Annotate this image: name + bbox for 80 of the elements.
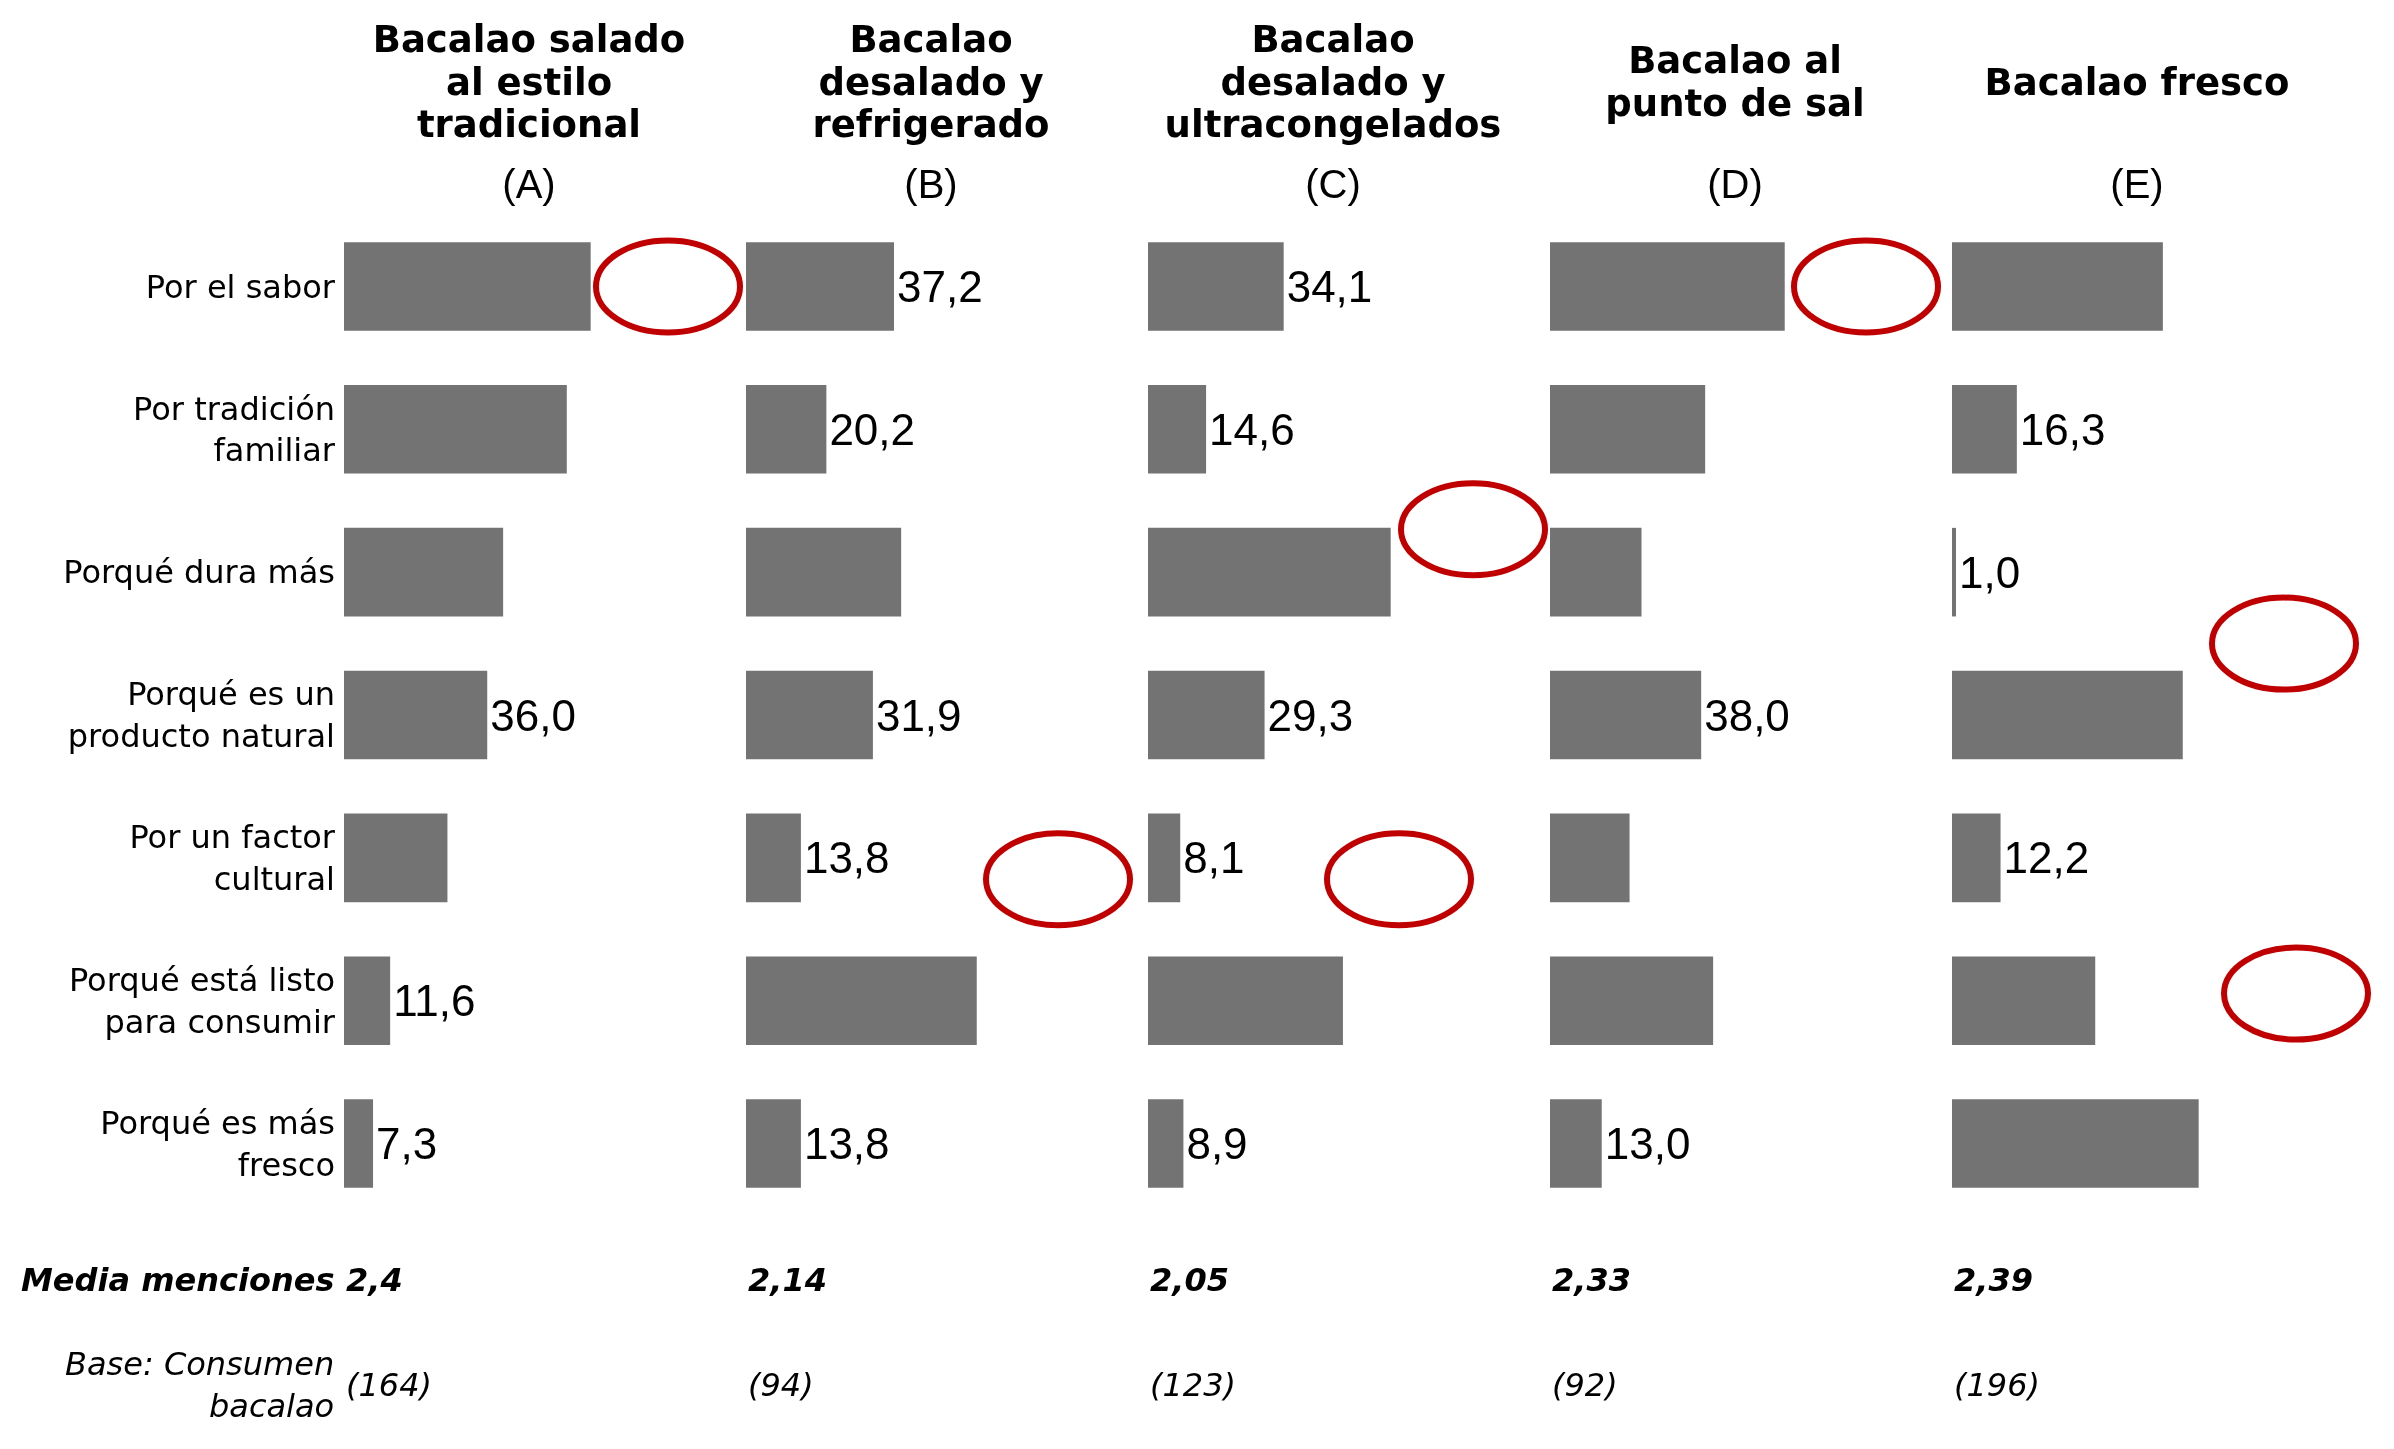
bar	[1952, 527, 1956, 617]
text: (164)	[346, 1366, 433, 1404]
data-label: 1,0	[1958, 547, 2021, 597]
bar	[344, 527, 504, 617]
text: Base: Consumen bacalao	[65, 1345, 335, 1425]
y-tick-label: Por tradición familiar	[133, 389, 336, 470]
data-label: 38,0	[1704, 690, 1790, 740]
text: 2,33	[1552, 1261, 1631, 1299]
bar	[746, 385, 827, 474]
chart-subtitle: (E)	[2110, 162, 2164, 206]
bar	[1148, 813, 1181, 903]
chart-subtitle: (A)	[502, 162, 556, 206]
chart-title: Bacalao al punto de sal	[1604, 39, 1866, 126]
data-label: 8,1	[1183, 833, 1245, 883]
data-label: 12,2	[2003, 833, 2090, 883]
chart-title: Bacalao salado al estilo tradicional	[371, 18, 687, 147]
chart-title: Bacalao fresco	[1984, 60, 2290, 105]
y-tick-label: Porqué es un producto natural	[67, 675, 335, 755]
text: (94)	[748, 1366, 814, 1404]
bar	[1952, 813, 2001, 903]
text: (196)	[1954, 1366, 2041, 1404]
data-label: 29,3	[1267, 690, 1354, 740]
text: Media menciones	[21, 1261, 335, 1299]
bar	[746, 956, 977, 1045]
text: 2,39	[1954, 1261, 2033, 1299]
data-label: 31,9	[875, 690, 962, 740]
data-label: 11,6	[393, 976, 476, 1026]
y-tick-label: Porqué está listo para consumir	[68, 961, 336, 1041]
bar	[1148, 956, 1343, 1045]
y-tick-label: Porqué dura más	[63, 553, 335, 592]
bar	[746, 242, 894, 331]
bar	[1550, 670, 1702, 760]
bar	[1952, 242, 2163, 331]
bar	[1148, 527, 1391, 617]
bar	[746, 1099, 801, 1188]
bar	[344, 813, 448, 903]
text: 2,4	[346, 1261, 403, 1299]
data-label: 16,3	[2019, 404, 2106, 454]
data-label: 13,8	[803, 833, 890, 883]
bar	[344, 670, 488, 760]
data-label: 14,6	[1209, 404, 1295, 454]
data-label: 34,1	[1286, 261, 1373, 311]
bar	[1148, 385, 1207, 474]
bar	[1148, 670, 1265, 760]
chart-title: Bacalao desalado y refrigerado	[811, 18, 1051, 147]
y-tick-label: Porqué es más fresco	[100, 1103, 335, 1184]
data-label: 20,2	[829, 404, 916, 454]
data-label: 8,9	[1186, 1119, 1248, 1169]
data-label: 13,0	[1604, 1119, 1691, 1169]
bar	[746, 813, 801, 903]
data-label: 7,3	[376, 1119, 438, 1169]
chart-subtitle: (C)	[1305, 162, 1361, 206]
text: 2,14	[748, 1261, 827, 1299]
bar	[1550, 1099, 1602, 1188]
chart-subtitle: (D)	[1707, 162, 1763, 206]
chart-subtitle: (B)	[904, 162, 958, 206]
bar	[1550, 813, 1630, 903]
bar	[1550, 956, 1714, 1045]
chart-title: Bacalao desalado y ultracongelados	[1163, 18, 1503, 147]
data-label: 13,8	[803, 1119, 890, 1169]
bar	[1148, 242, 1284, 331]
data-label: 36,0	[490, 690, 576, 740]
text: (123)	[1150, 1366, 1237, 1404]
bar	[344, 385, 567, 474]
bar	[746, 527, 902, 617]
bar	[1952, 385, 2017, 474]
bar	[1952, 1099, 2199, 1188]
text: 2,05	[1150, 1261, 1229, 1299]
bar	[1148, 1099, 1184, 1188]
bar	[1550, 385, 1706, 474]
y-tick-label: Por el sabor	[145, 267, 336, 306]
bar	[1550, 242, 1785, 331]
bar	[1952, 956, 2096, 1045]
bar	[1952, 670, 2183, 760]
data-label: 37,2	[897, 261, 983, 311]
bar	[746, 670, 873, 760]
bar	[344, 1099, 374, 1188]
bar	[344, 956, 391, 1045]
text: (92)	[1552, 1366, 1618, 1404]
y-tick-label: Por un factor cultural	[129, 818, 336, 898]
